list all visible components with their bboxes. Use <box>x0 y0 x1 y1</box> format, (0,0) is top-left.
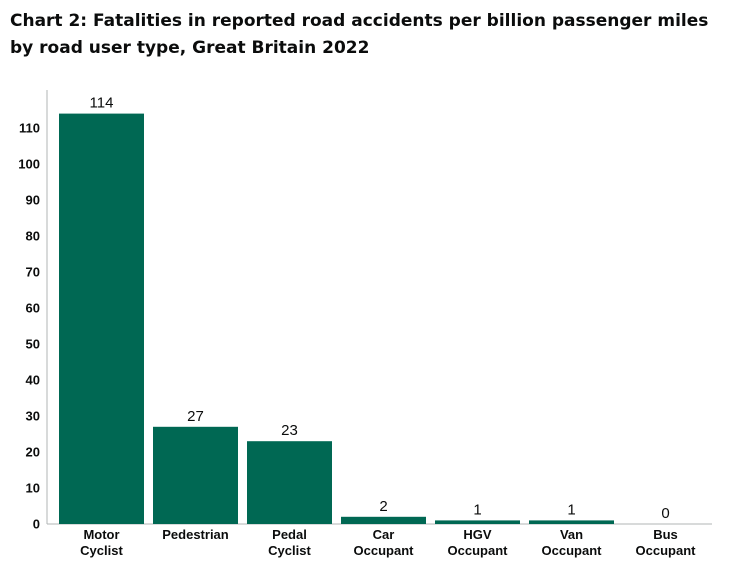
x-tick-label-line: Cyclist <box>80 543 123 558</box>
y-tick-label: 80 <box>26 229 40 244</box>
data-label: 114 <box>90 95 114 112</box>
y-tick-label: 70 <box>26 265 40 280</box>
x-tick-label-line: Motor <box>83 527 119 542</box>
y-tick-label: 30 <box>26 409 40 424</box>
x-tick-label-line: Bus <box>653 527 678 542</box>
x-tick-label: Bus Occupant <box>636 527 697 558</box>
bar[interactable] <box>247 441 332 524</box>
y-tick-label: 20 <box>26 445 40 460</box>
x-tick-label-line: Occupant <box>448 543 509 558</box>
x-tick-label: Pedal Cyclist <box>268 527 311 558</box>
x-tick-label-line: Van <box>560 527 583 542</box>
data-label: 23 <box>281 422 298 439</box>
x-tick-label: Car Occupant <box>354 527 415 558</box>
x-tick-label-line: Car <box>373 527 395 542</box>
y-tick-label: 0 <box>33 517 40 532</box>
x-tick-label-line: HGV <box>463 527 492 542</box>
y-tick-label: 10 <box>26 481 40 496</box>
data-label: 27 <box>187 408 204 425</box>
y-tick-label: 60 <box>26 301 40 316</box>
bar[interactable] <box>59 113 144 524</box>
bars-layer <box>59 113 614 524</box>
data-label: 2 <box>379 498 387 515</box>
bar[interactable] <box>153 426 238 524</box>
x-tick-label-line: Occupant <box>542 543 603 558</box>
x-tick-label-line: Occupant <box>636 543 697 558</box>
x-tick-label-line: Pedestrian <box>162 527 229 542</box>
data-label: 1 <box>473 501 481 518</box>
x-tick-label-line: Occupant <box>354 543 415 558</box>
y-tick-label: 110 <box>19 121 40 136</box>
x-tick-label: Van Occupant <box>542 527 603 558</box>
data-label: 0 <box>661 505 669 522</box>
x-tick-label-line: Pedal <box>272 527 307 542</box>
y-tick-label: 90 <box>26 193 40 208</box>
x-tick-label: Motor Cyclist <box>80 527 123 558</box>
data-label: 1 <box>567 501 575 518</box>
bar[interactable] <box>341 516 426 524</box>
y-tick-label: 50 <box>26 337 40 352</box>
bar[interactable] <box>435 520 520 524</box>
y-tick-label: 100 <box>18 157 40 172</box>
x-tick-label: HGV Occupant <box>448 527 509 558</box>
bar[interactable] <box>529 520 614 524</box>
x-tick-label-line: Cyclist <box>268 543 311 558</box>
chart-title: Chart 2: Fatalities in reported road acc… <box>10 11 709 58</box>
x-tick-label: Pedestrian <box>162 527 229 542</box>
y-tick-label: 40 <box>26 373 40 388</box>
